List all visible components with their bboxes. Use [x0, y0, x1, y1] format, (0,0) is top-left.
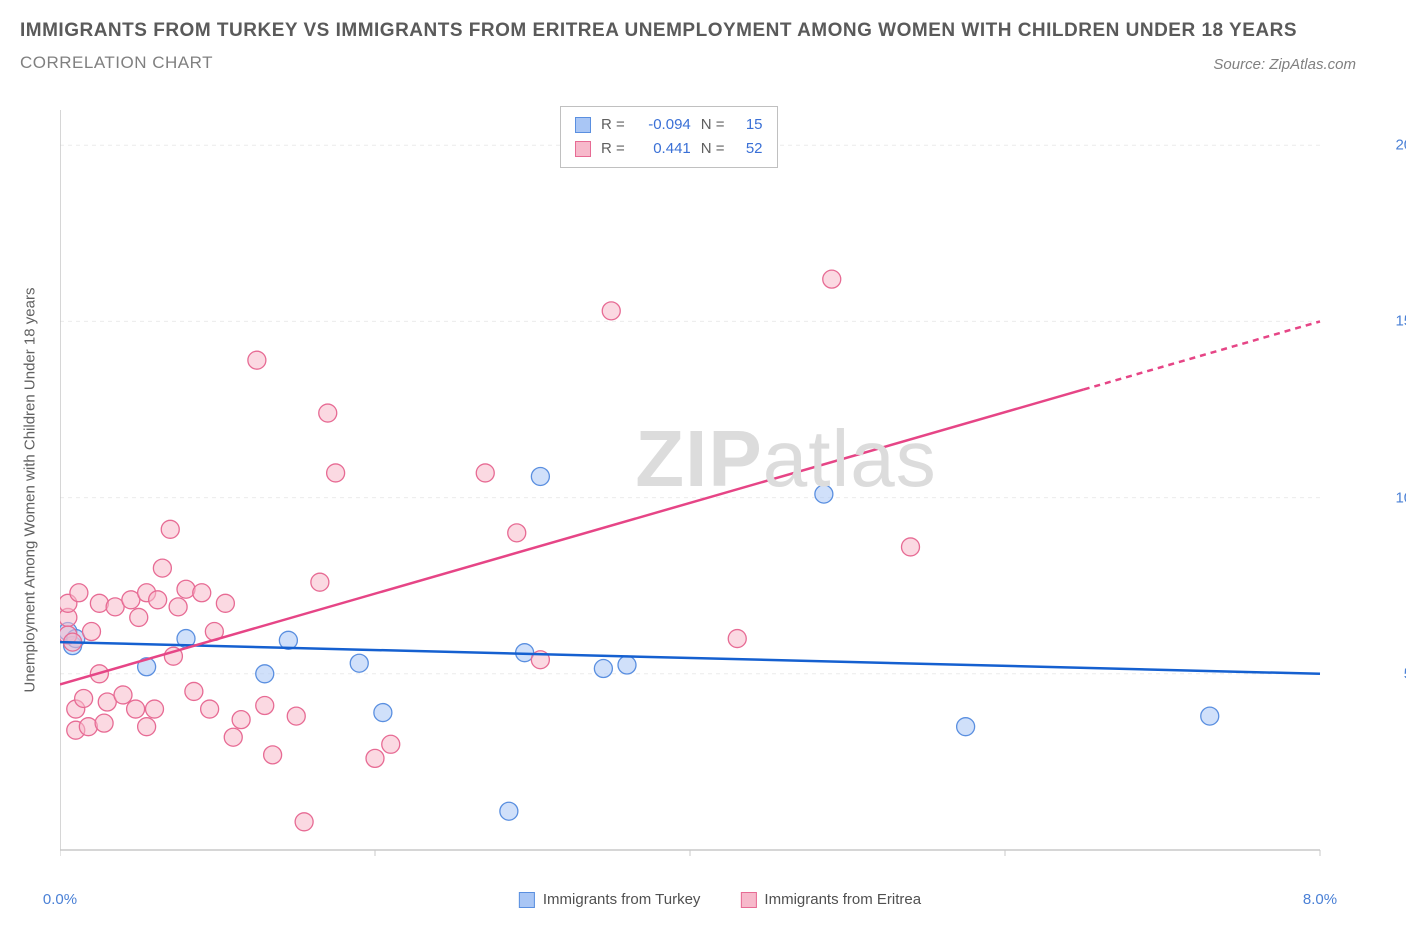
x-tick-label: 8.0% [1303, 891, 1337, 908]
series-swatch [575, 141, 591, 157]
subtitle-row: CORRELATION CHART Source: ZipAtlas.com [20, 53, 1386, 73]
source-attribution: Source: ZipAtlas.com [1213, 56, 1386, 73]
stats-row: R = 0.441 N = 52 [575, 137, 763, 161]
stat-r-label: R = [601, 113, 625, 137]
legend-item: Immigrants from Turkey [519, 891, 701, 908]
scatter-plot [60, 100, 1380, 880]
legend-item: Immigrants from Eritrea [740, 891, 921, 908]
chart-title: IMMIGRANTS FROM TURKEY VS IMMIGRANTS FRO… [20, 18, 1386, 45]
x-tick-label: 0.0% [43, 891, 77, 908]
correlation-stats-box: R = -0.094 N = 15 R = 0.441 N = 52 [560, 106, 778, 168]
legend-swatch [519, 892, 535, 908]
source-name: ZipAtlas.com [1269, 56, 1356, 73]
source-prefix: Source: [1213, 56, 1269, 73]
legend-label: Immigrants from Turkey [543, 891, 701, 908]
legend-swatch [740, 892, 756, 908]
y-tick-label: 10.0% [1395, 489, 1406, 506]
y-tick-label: 15.0% [1395, 313, 1406, 330]
series-swatch [575, 117, 591, 133]
series-legend: Immigrants from Turkey Immigrants from Er… [519, 891, 921, 908]
stats-row: R = -0.094 N = 15 [575, 113, 763, 137]
y-axis-label: Unemployment Among Women with Children U… [22, 288, 39, 693]
stat-r-value: 0.441 [635, 137, 691, 161]
chart-subtitle: CORRELATION CHART [20, 53, 213, 73]
stat-n-value: 15 [735, 113, 763, 137]
y-tick-label: 20.0% [1395, 137, 1406, 154]
legend-label: Immigrants from Eritrea [764, 891, 921, 908]
stat-n-label: N = [701, 113, 725, 137]
stat-r-value: -0.094 [635, 113, 691, 137]
stat-r-label: R = [601, 137, 625, 161]
stat-n-label: N = [701, 137, 725, 161]
title-block: IMMIGRANTS FROM TURKEY VS IMMIGRANTS FRO… [0, 0, 1406, 81]
stat-n-value: 52 [735, 137, 763, 161]
chart-area: Unemployment Among Women with Children U… [60, 100, 1380, 880]
